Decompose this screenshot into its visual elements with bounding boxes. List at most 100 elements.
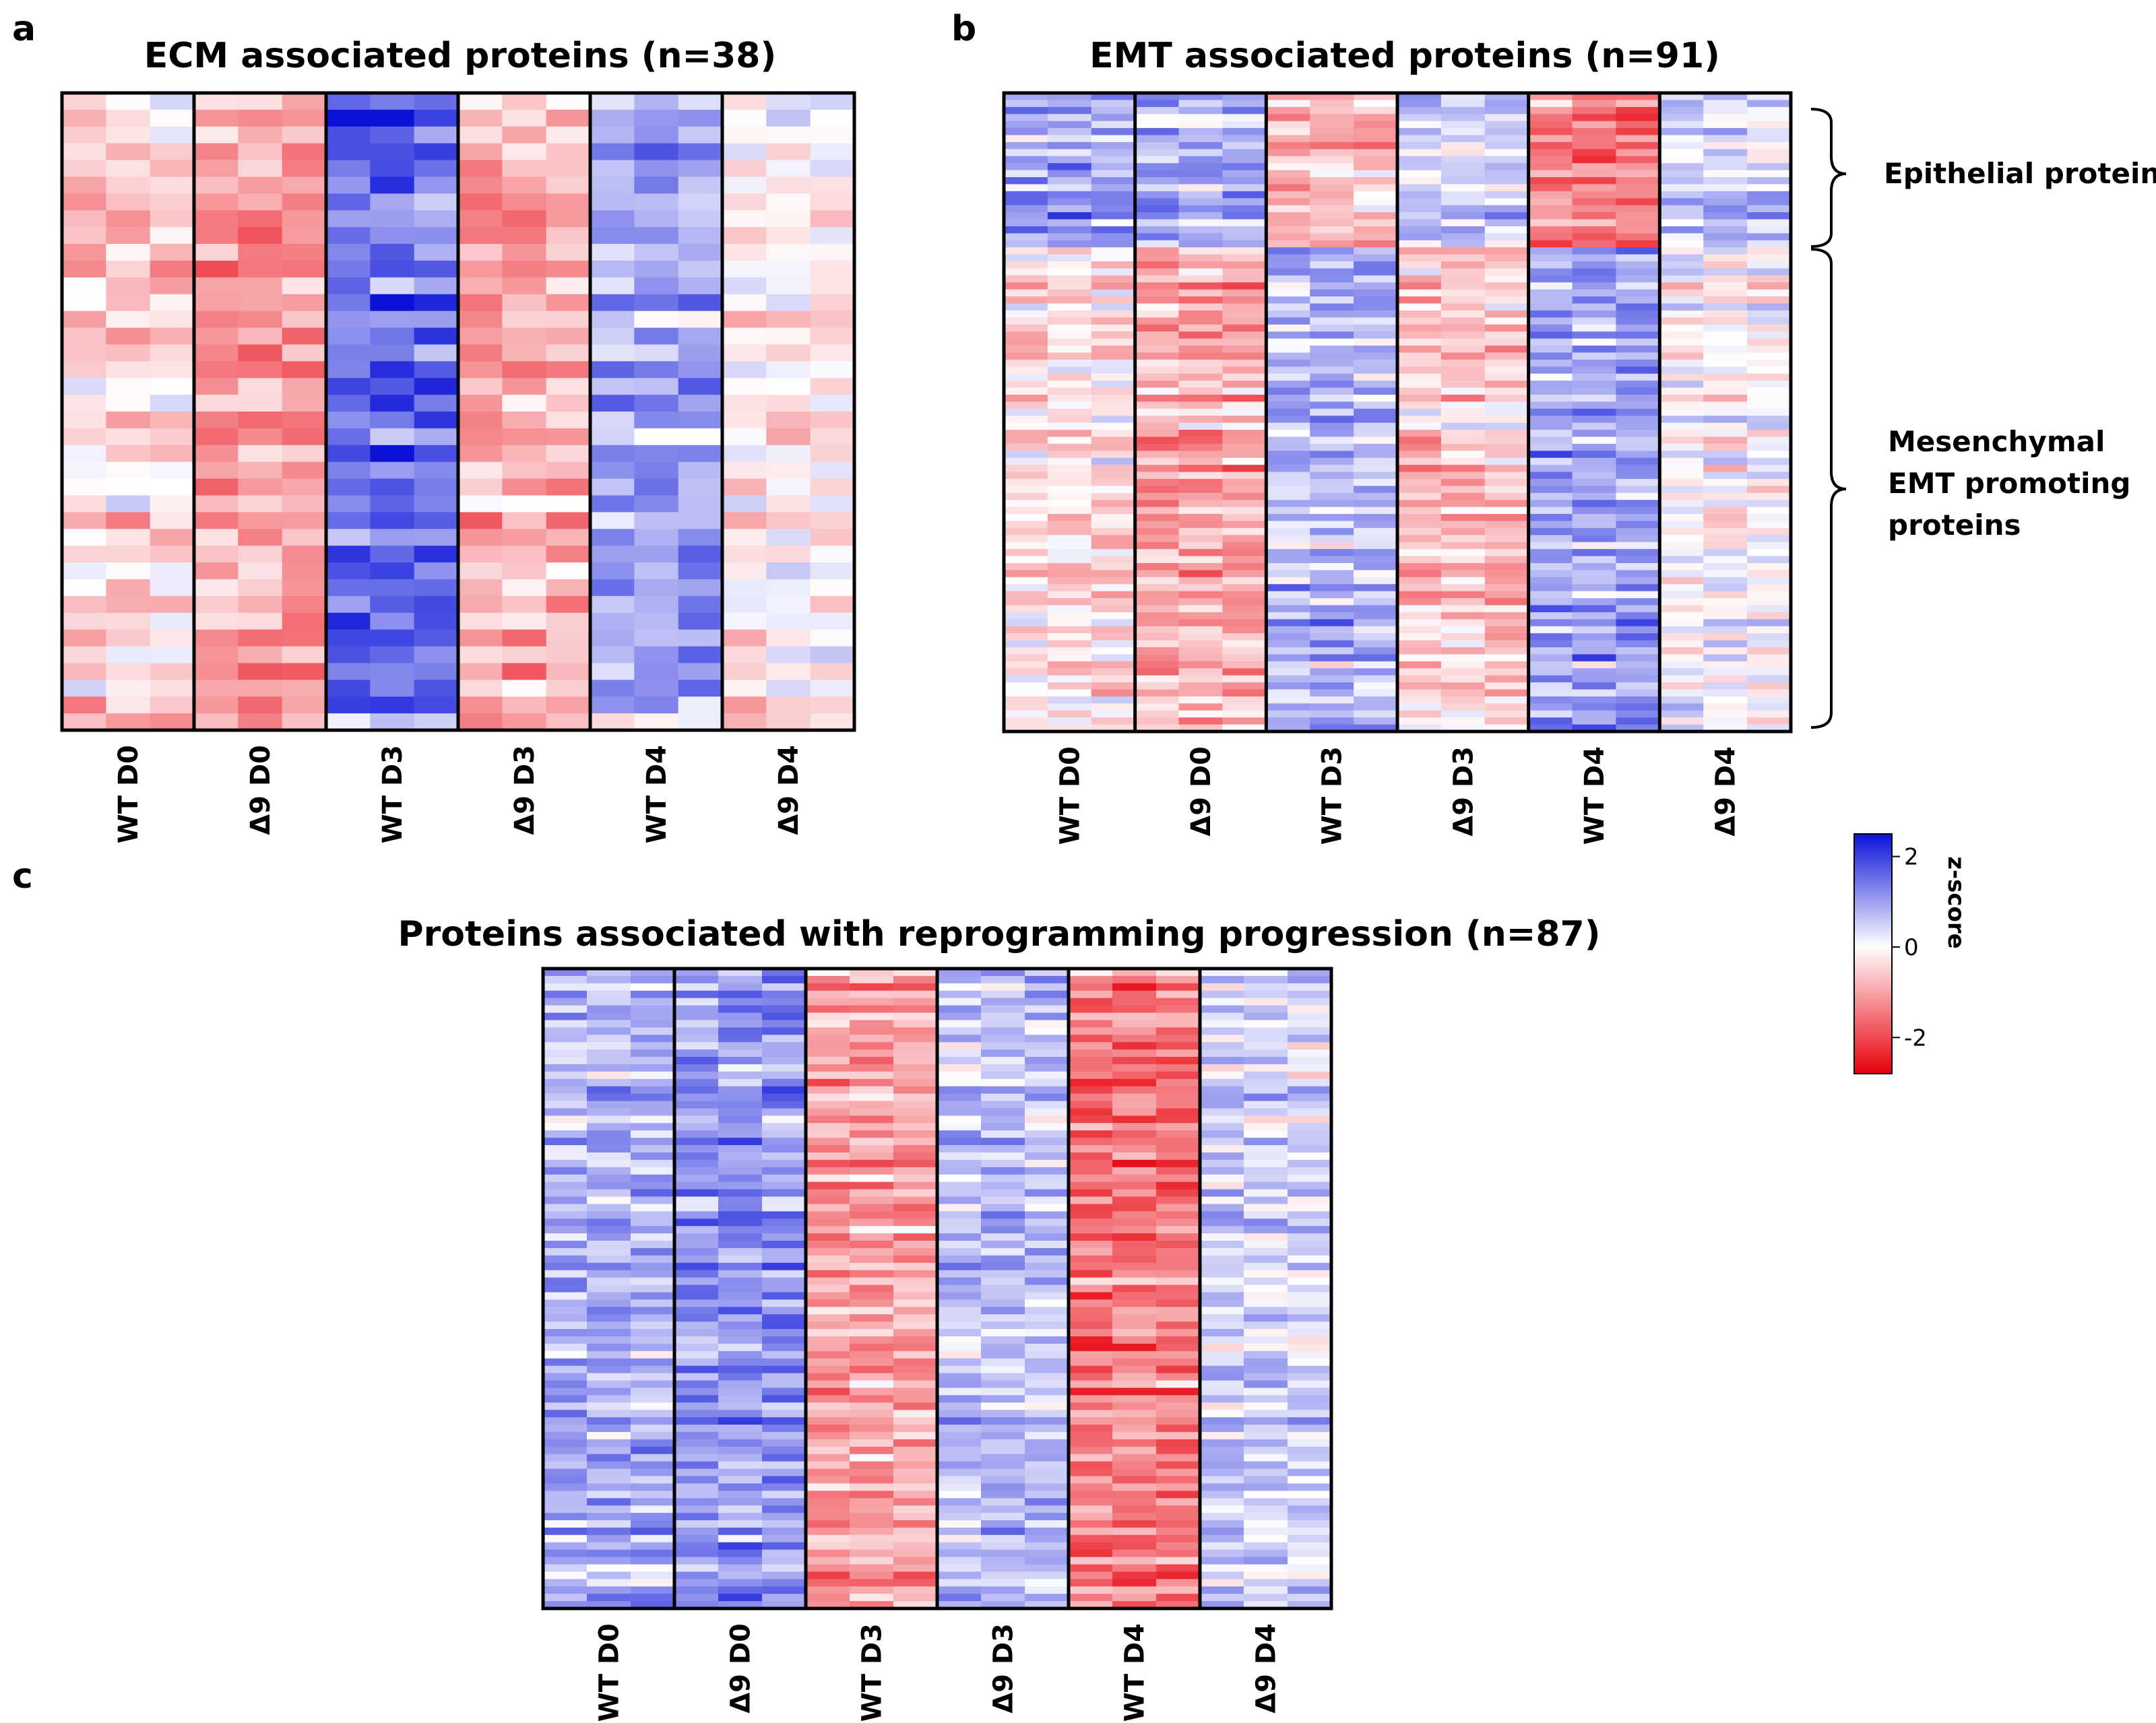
heatmap-cell [937, 1241, 982, 1249]
heatmap-cell [590, 260, 635, 278]
heatmap-cell [1135, 268, 1180, 276]
heatmap-cell [762, 1299, 806, 1307]
heatmap-cell [1703, 562, 1748, 571]
heatmap-cell [893, 1461, 938, 1470]
heatmap-cell [106, 428, 151, 446]
heatmap-cell [543, 1388, 588, 1396]
heatmap-cell [678, 512, 723, 529]
heatmap-cell [502, 126, 547, 144]
heatmap-cell [718, 1329, 763, 1337]
heatmap-cell [1572, 366, 1617, 375]
heatmap-cell [1200, 1410, 1244, 1418]
heatmap-cell [502, 646, 547, 664]
heatmap-cell [1528, 436, 1573, 445]
heatmap-cell [1178, 626, 1224, 634]
heatmap-cell [937, 975, 982, 984]
heatmap-cell [1616, 682, 1660, 690]
heatmap-cell [674, 1101, 719, 1109]
heatmap-cell [1288, 1571, 1332, 1580]
heatmap-cell [106, 412, 151, 429]
heatmap-cell [1069, 1012, 1113, 1021]
heatmap-cell [806, 1373, 850, 1381]
heatmap-cell [590, 680, 635, 697]
heatmap-cell [1484, 710, 1529, 718]
heatmap-cell [1112, 1564, 1157, 1572]
heatmap-cell [1004, 451, 1048, 459]
heatmap-cell [1572, 598, 1617, 606]
heatmap-cell [194, 629, 239, 647]
heatmap-cell [1178, 591, 1224, 599]
heatmap-cell [1047, 675, 1092, 683]
heatmap-cell [1004, 549, 1048, 557]
heatmap-cell [502, 227, 547, 245]
heatmap-cell [1156, 1505, 1201, 1514]
column-label: Δ9 D3 [1448, 746, 1479, 837]
heatmap-cell [674, 1483, 719, 1491]
heatmap-cell [1222, 359, 1267, 367]
heatmap-cell [1091, 472, 1136, 480]
heatmap-cell [850, 1505, 894, 1514]
heatmap-cell [1047, 668, 1092, 676]
heatmap-cell [1616, 696, 1660, 704]
heatmap-cell [1616, 156, 1660, 164]
heatmap-cell [718, 1064, 763, 1072]
heatmap-cell [62, 546, 106, 563]
heatmap-cell [937, 1336, 982, 1344]
heatmap-cell [1178, 661, 1224, 669]
heatmap-cell [1288, 1557, 1332, 1565]
heatmap-cell [1659, 703, 1704, 711]
heatmap-cell [1112, 1380, 1157, 1389]
heatmap-cell [762, 1431, 806, 1440]
heatmap-cell [1069, 1431, 1113, 1440]
heatmap-cell [326, 495, 371, 513]
heatmap-cell [1069, 1388, 1113, 1396]
heatmap-cell [1222, 465, 1267, 473]
heatmap-cell [893, 975, 938, 984]
heatmap-cell [1288, 1601, 1332, 1609]
heatmap-cell [1354, 394, 1398, 402]
heatmap-cell [631, 1498, 675, 1506]
heatmap-cell [1310, 366, 1354, 375]
heatmap-cell [1112, 1373, 1157, 1381]
heatmap-cell [1025, 1373, 1069, 1381]
heatmap-cell [674, 1057, 719, 1065]
heatmap-cell [502, 160, 547, 178]
heatmap-cell [150, 646, 195, 664]
heatmap-cell [1178, 500, 1224, 508]
heatmap-cell [810, 244, 855, 261]
heatmap-cell [1747, 346, 1792, 354]
heatmap-cell [1616, 703, 1660, 711]
heatmap-cell [590, 546, 635, 563]
heatmap-cell [1004, 338, 1048, 346]
heatmap-cell [1135, 492, 1180, 500]
heatmap-cell [1112, 1351, 1157, 1359]
heatmap-cell [850, 1314, 894, 1322]
heatmap-cell [1528, 514, 1573, 522]
heatmap-cell [106, 378, 151, 395]
heatmap-cell [1572, 324, 1617, 332]
heatmap-cell [674, 969, 719, 977]
heatmap-cell [806, 1049, 850, 1058]
heatmap-cell [1484, 451, 1529, 459]
heatmap-cell [937, 998, 982, 1006]
heatmap-cell [937, 1270, 982, 1278]
heatmap-cell [1440, 93, 1486, 101]
heatmap-cell [1616, 570, 1660, 578]
heatmap-cell [587, 1476, 631, 1484]
heatmap-cell [1288, 1057, 1332, 1065]
heatmap-cell [674, 1527, 719, 1536]
heatmap-cell [1354, 261, 1398, 269]
heatmap-cell [370, 126, 415, 144]
heatmap-cell [762, 1417, 806, 1425]
heatmap-cell [1069, 1270, 1113, 1278]
heatmap-cell [1440, 177, 1486, 185]
heatmap-cell [1703, 500, 1748, 508]
heatmap-cell [1440, 422, 1486, 430]
heatmap-cell [981, 998, 1025, 1006]
heatmap-cell [1572, 373, 1617, 381]
heatmap-cell [1310, 436, 1354, 445]
heatmap-cell [1528, 100, 1573, 108]
heatmap-cell [937, 1020, 982, 1028]
heatmap-cell [718, 975, 763, 984]
heatmap-cell [1135, 346, 1180, 354]
